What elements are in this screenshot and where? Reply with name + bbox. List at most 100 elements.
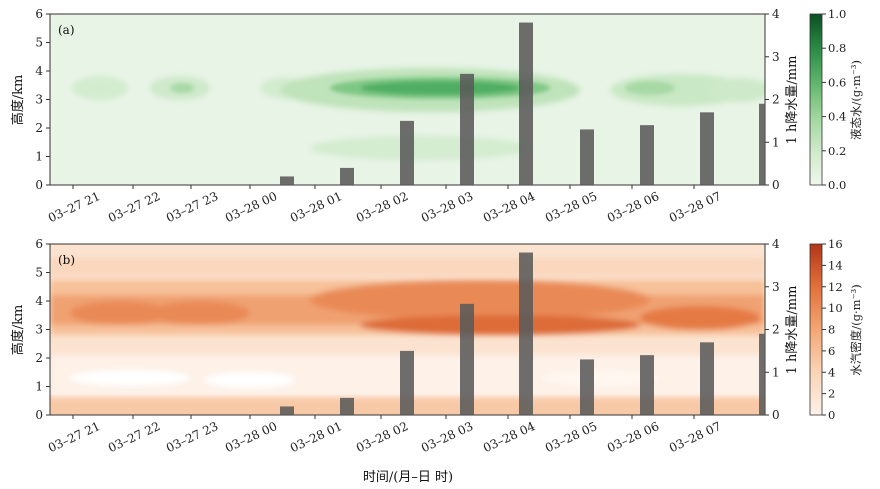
panel-b-colorbar-label: 水汽密度/(g·m⁻³)	[849, 284, 863, 375]
x-tick-label: 03–28 02	[354, 189, 410, 225]
precip-bar	[640, 355, 654, 415]
y-left-tick-label: 4	[35, 294, 43, 308]
panel-b-x-axis: 03–27 21 03–27 22 03–27 23 03–28 00 03–28 01…	[46, 415, 723, 455]
y-right-tick-label: 4	[772, 7, 780, 21]
x-tick-label: 03–27 23	[164, 189, 220, 225]
y-right-tick-label: 1	[772, 135, 780, 149]
panel-a-colorbar-label: 液态水/(g·m⁻³)	[849, 60, 863, 140]
precip-bar	[280, 406, 294, 415]
panel-b-colorbar-ticks: 0 2 4 6 8 10 12 14 16	[822, 237, 843, 422]
colorbar-tick-label: 0.2	[828, 144, 846, 158]
colorbar-tick-label: 0.6	[828, 75, 846, 89]
x-tick-label: 03–28 00	[223, 419, 279, 455]
precip-bar	[340, 397, 354, 415]
x-tick-label: 03–28 02	[354, 419, 410, 455]
colorbar-tick-label: 1.0	[828, 7, 846, 21]
y-right-tick-label: 4	[772, 237, 780, 251]
x-axis-label: 时间/(月–日 时)	[363, 470, 453, 485]
panel-a-y-right-axis: 0 1 2 3 4	[765, 7, 780, 192]
x-tick-label: 03–28 06	[605, 189, 661, 225]
colorbar-tick-label: 0.8	[828, 41, 846, 55]
y-left-tick-label: 3	[35, 93, 43, 107]
panel-a-colorbar-ticks: 0.0 0.2 0.4 0.6 0.8 1.0	[822, 7, 846, 192]
y-left-tick-label: 6	[35, 7, 43, 21]
panel-b-ylabel-left: 高度/km	[10, 305, 26, 356]
x-tick-label: 03–27 21	[46, 419, 102, 455]
precip-bar	[519, 22, 533, 185]
x-tick-label: 03–28 01	[288, 189, 344, 225]
colorbar-tick-label: 14	[828, 258, 843, 272]
x-tick-label: 03–28 07	[667, 419, 723, 455]
x-tick-label: 03–28 03	[419, 189, 475, 225]
y-right-tick-label: 3	[772, 50, 780, 64]
precip-bar	[580, 359, 594, 415]
colorbar-tick-label: 8	[828, 323, 835, 337]
colorbar-tick-label: 0.4	[828, 110, 846, 124]
panel-b-ylabel-right: 1 h降水量/mm	[785, 286, 800, 375]
y-right-tick-label: 0	[772, 178, 780, 192]
colorbar-tick-label: 16	[828, 237, 843, 251]
panel-b-tag: (b)	[58, 253, 75, 267]
x-tick-label: 03–28 05	[543, 189, 599, 225]
y-left-tick-label: 2	[35, 351, 43, 365]
precip-bar	[400, 350, 414, 415]
precip-bar	[580, 129, 594, 185]
panel-a-y-left-axis: 0 1 2 3 4 5 6	[35, 7, 50, 192]
colorbar-tick-label: 0	[828, 408, 835, 422]
y-right-tick-label: 2	[772, 323, 780, 337]
panel-a-colorbar	[809, 13, 823, 186]
panel-a-ylabel-right: 1 h降水量/mm	[785, 56, 800, 145]
y-left-tick-label: 4	[35, 64, 43, 78]
x-tick-label: 03–28 00	[223, 189, 279, 225]
y-left-tick-label: 2	[35, 121, 43, 135]
y-left-tick-label: 1	[35, 150, 43, 164]
precip-bar	[460, 303, 474, 415]
y-right-tick-label: 1	[772, 365, 780, 379]
colorbar-tick-label: 10	[828, 301, 843, 315]
panel-b-precip-bars	[280, 252, 765, 415]
y-left-tick-label: 3	[35, 323, 43, 337]
y-left-tick-label: 0	[35, 408, 43, 422]
x-tick-label: 03–28 06	[605, 419, 661, 455]
colorbar-tick-label: 2	[828, 387, 835, 401]
precip-bar	[759, 103, 765, 185]
y-right-tick-label: 2	[772, 93, 780, 107]
colorbar-tick-label: 6	[828, 344, 835, 358]
precip-bar	[519, 252, 533, 415]
precip-bar	[700, 112, 714, 185]
y-left-tick-label: 5	[35, 266, 43, 280]
y-right-tick-label: 0	[772, 408, 780, 422]
x-tick-label: 03–27 22	[106, 189, 162, 225]
x-tick-label: 03–28 01	[288, 419, 344, 455]
precip-bar	[400, 120, 414, 185]
x-tick-label: 03–27 22	[106, 419, 162, 455]
x-tick-label: 03–28 03	[419, 419, 475, 455]
x-tick-label: 03–28 07	[667, 189, 723, 225]
panel-a-x-axis: 03–27 21 03–27 22 03–27 23 03–28 00 03–28 01…	[46, 185, 723, 225]
precip-bar	[340, 167, 354, 185]
precip-bar	[280, 176, 294, 185]
precip-bar	[700, 342, 714, 415]
precip-bar	[640, 125, 654, 185]
panel-a-field	[72, 68, 765, 160]
precip-bar	[460, 73, 474, 185]
y-right-tick-label: 3	[772, 280, 780, 294]
panel-a-ylabel-left: 高度/km	[10, 75, 26, 126]
colorbar-tick-label: 12	[828, 280, 843, 294]
x-tick-label: 03–27 23	[164, 419, 220, 455]
panel-a-precip-bars	[280, 22, 765, 185]
y-left-tick-label: 6	[35, 237, 43, 251]
y-left-tick-label: 5	[35, 36, 43, 50]
x-tick-label: 03–27 21	[46, 189, 102, 225]
panel-b-y-left-axis: 0 1 2 3 4 5 6	[35, 237, 50, 422]
y-left-tick-label: 0	[35, 178, 43, 192]
y-left-tick-label: 1	[35, 380, 43, 394]
panel-b-colorbar	[809, 243, 823, 416]
x-tick-label: 03–28 04	[481, 189, 538, 225]
colorbar-tick-label: 4	[828, 365, 835, 379]
precip-bar	[759, 333, 765, 415]
x-tick-label: 03–28 04	[481, 419, 538, 455]
